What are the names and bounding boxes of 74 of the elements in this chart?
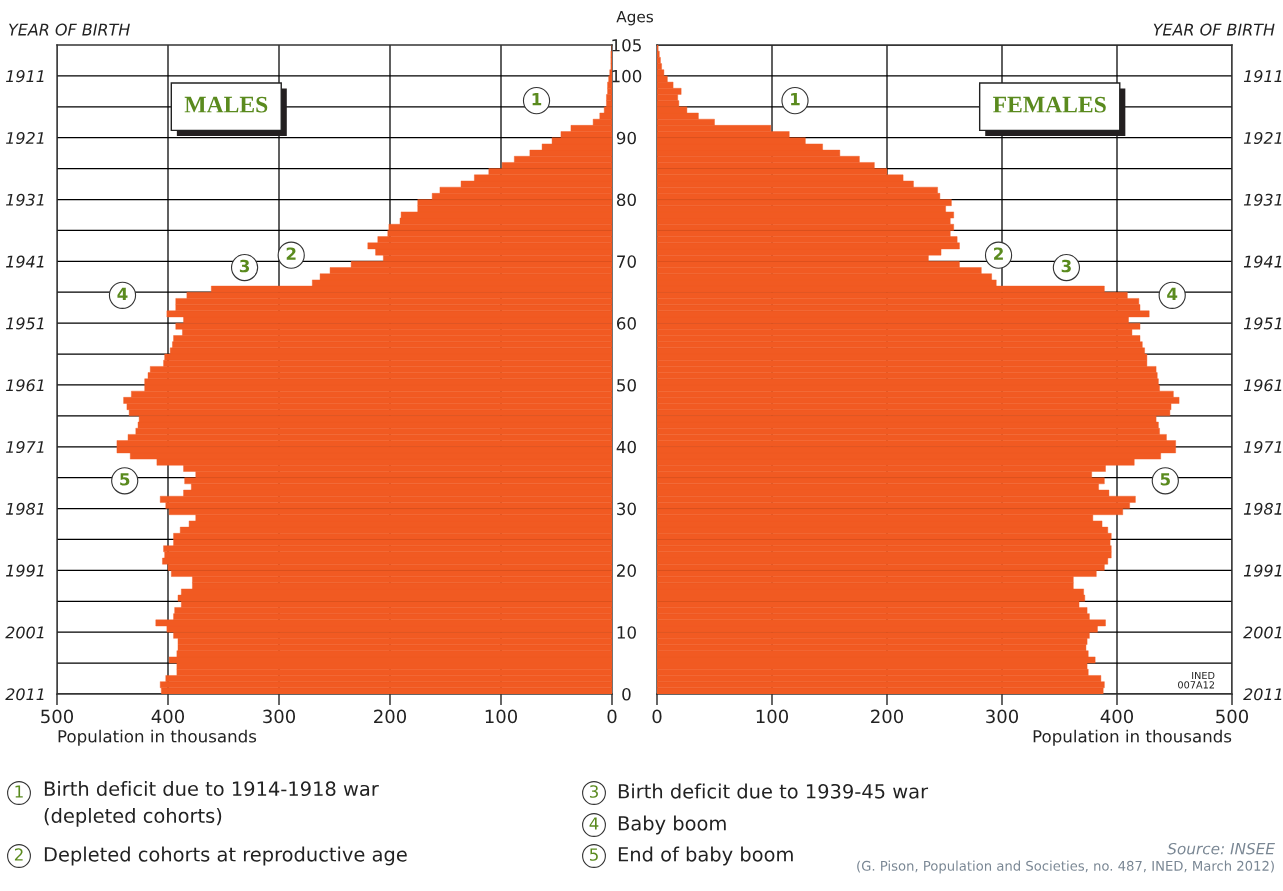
x-tick-label: 400	[151, 709, 185, 724]
annotation: 5	[1160, 473, 1170, 486]
y2-axis-title: YEAR OF BIRTH	[1153, 23, 1275, 36]
annotation: 2	[994, 247, 1003, 260]
y2-tick-label: 2011	[1243, 688, 1282, 701]
y2-tick-label: 1951	[1243, 317, 1282, 330]
y2-axis-title: YEAR OF BIRTH	[9, 23, 130, 36]
text: Baby boom	[618, 815, 726, 835]
x-tick-label: 300	[263, 709, 296, 724]
y2-tick-label: 1961	[1243, 379, 1282, 392]
text: FEMALES	[993, 96, 1106, 113]
y-tick-label: 80	[616, 193, 636, 207]
annotation: 5	[120, 473, 130, 486]
text: Birth deficit due to 1939-45 war	[618, 783, 929, 799]
y-tick-label: 50	[617, 378, 636, 392]
y2-tick-label: 1971	[6, 440, 44, 454]
text: Birth deficit due to 1914-1918 war (depleted cohorts)	[44, 781, 379, 827]
y2-tick-label: 1921	[6, 131, 44, 145]
x-tick-label: 0	[652, 709, 662, 724]
annotation: INED 007A12	[1178, 671, 1215, 689]
annotation: 1	[791, 93, 800, 106]
y2-tick-label: 1981	[1243, 502, 1282, 515]
x-tick-label: 300	[986, 709, 1019, 724]
x-tick-label: 100	[485, 709, 518, 724]
y-tick-label: 70	[617, 255, 636, 268]
x-tick-label: 100	[756, 709, 789, 724]
annotation: 3	[1061, 259, 1071, 273]
x-tick-label: 500	[41, 709, 74, 724]
y2-tick-label: 1931	[1243, 193, 1282, 206]
source-note: Source: INSEE	[1167, 842, 1275, 855]
text: 3	[589, 785, 598, 798]
y-axis-title: Ages	[616, 11, 654, 26]
y2-tick-label: 1951	[6, 317, 44, 330]
y2-tick-label: 1911	[1243, 70, 1282, 83]
y-tick-label: 60	[617, 317, 636, 330]
annotation: 2	[286, 247, 296, 260]
y2-tick-label: 1941	[1243, 255, 1282, 268]
y-tick-label: 0	[622, 687, 631, 701]
y2-tick-label: 1941	[6, 255, 44, 268]
annotation: 3	[239, 259, 250, 273]
y-tick-label: 30	[617, 502, 636, 516]
text: 1	[15, 785, 23, 798]
y-tick-label: 105	[612, 38, 641, 52]
y2-tick-label: 1921	[1243, 131, 1282, 145]
annotation: 1	[532, 93, 542, 106]
text: Depleted cohorts at reproductive age	[44, 846, 407, 866]
text: 5	[589, 848, 598, 861]
y2-tick-label: 2001	[5, 626, 44, 639]
x-tick-label: 200	[374, 709, 407, 724]
y-tick-label: 20	[617, 564, 636, 577]
y2-tick-label: 1991	[6, 564, 44, 577]
y2-tick-label: 1971	[1243, 440, 1282, 454]
annotation: 4	[1167, 287, 1178, 300]
y-tick-label: 90	[616, 131, 636, 145]
x-axis-title: Population in thousands	[1033, 729, 1232, 746]
x-axis-title: Population in thousands	[58, 729, 257, 746]
y2-tick-label: 1931	[6, 193, 44, 206]
text: 4	[589, 817, 599, 830]
y2-tick-label: 2001	[1243, 626, 1282, 639]
x-tick-label: 400	[1100, 709, 1134, 724]
y-tick-label: 10	[617, 626, 636, 639]
text: End of baby boom	[618, 846, 793, 866]
y2-tick-label: 1991	[1243, 564, 1282, 577]
y-tick-label: 40	[616, 440, 636, 454]
y2-tick-label: 1911	[6, 70, 44, 83]
text: MALES	[184, 96, 268, 113]
y2-tick-label: 2011	[5, 688, 44, 701]
x-tick-label: 500	[1216, 709, 1249, 724]
text: 2	[14, 848, 23, 861]
y2-tick-label: 1981	[6, 502, 44, 515]
y2-tick-label: 1961	[6, 379, 44, 392]
annotation: 4	[117, 287, 128, 300]
text: (G. Pison, Population and Societies, no. 487, INED, March 2012)	[857, 860, 1274, 874]
x-tick-label: 200	[871, 709, 904, 724]
